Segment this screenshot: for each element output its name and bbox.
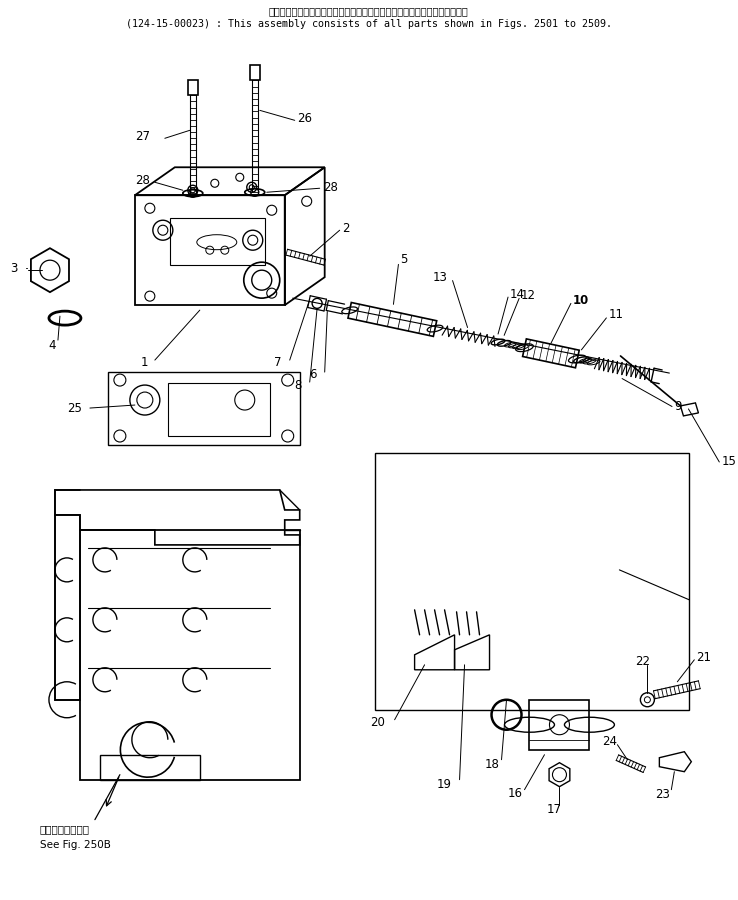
Text: 20: 20 [370,716,384,729]
Text: 21: 21 [697,652,711,664]
Text: 3: 3 [10,262,18,274]
Text: 11: 11 [608,309,624,321]
Text: 22: 22 [635,655,650,669]
Text: (124-15-00023) : This assembly consists of all parts shown in Figs. 2501 to 2509: (124-15-00023) : This assembly consists … [125,20,612,30]
Text: 27: 27 [135,130,150,143]
Text: 23: 23 [655,788,670,801]
Text: 24: 24 [602,735,617,748]
Text: 28: 28 [323,181,337,194]
Text: See Fig. 250B: See Fig. 250B [40,840,111,850]
Text: 7: 7 [275,356,282,369]
Text: 9: 9 [674,400,681,413]
Text: 2: 2 [342,221,349,235]
Text: 6: 6 [309,367,317,381]
Text: 第２５０８図参照: 第２５０８図参照 [40,824,90,834]
Text: 12: 12 [521,289,536,302]
Text: 28: 28 [135,174,150,187]
Text: 4: 4 [48,338,55,352]
Text: 25: 25 [67,401,82,415]
Text: 1: 1 [140,356,148,369]
Text: 16: 16 [508,788,523,800]
Text: 10: 10 [573,294,589,307]
Text: 15: 15 [721,455,737,469]
Text: 19: 19 [437,778,452,791]
Text: 26: 26 [297,112,311,125]
Text: 13: 13 [432,271,447,284]
Text: 18: 18 [485,758,500,771]
Text: 8: 8 [294,379,302,392]
Text: 17: 17 [547,803,562,816]
Text: 5: 5 [401,253,408,266]
Text: このアセンブリの構成部品は第２５０１図から第２５０９図まで含みます．: このアセンブリの構成部品は第２５０１図から第２５０９図まで含みます． [269,6,469,16]
Text: 14: 14 [510,288,525,301]
